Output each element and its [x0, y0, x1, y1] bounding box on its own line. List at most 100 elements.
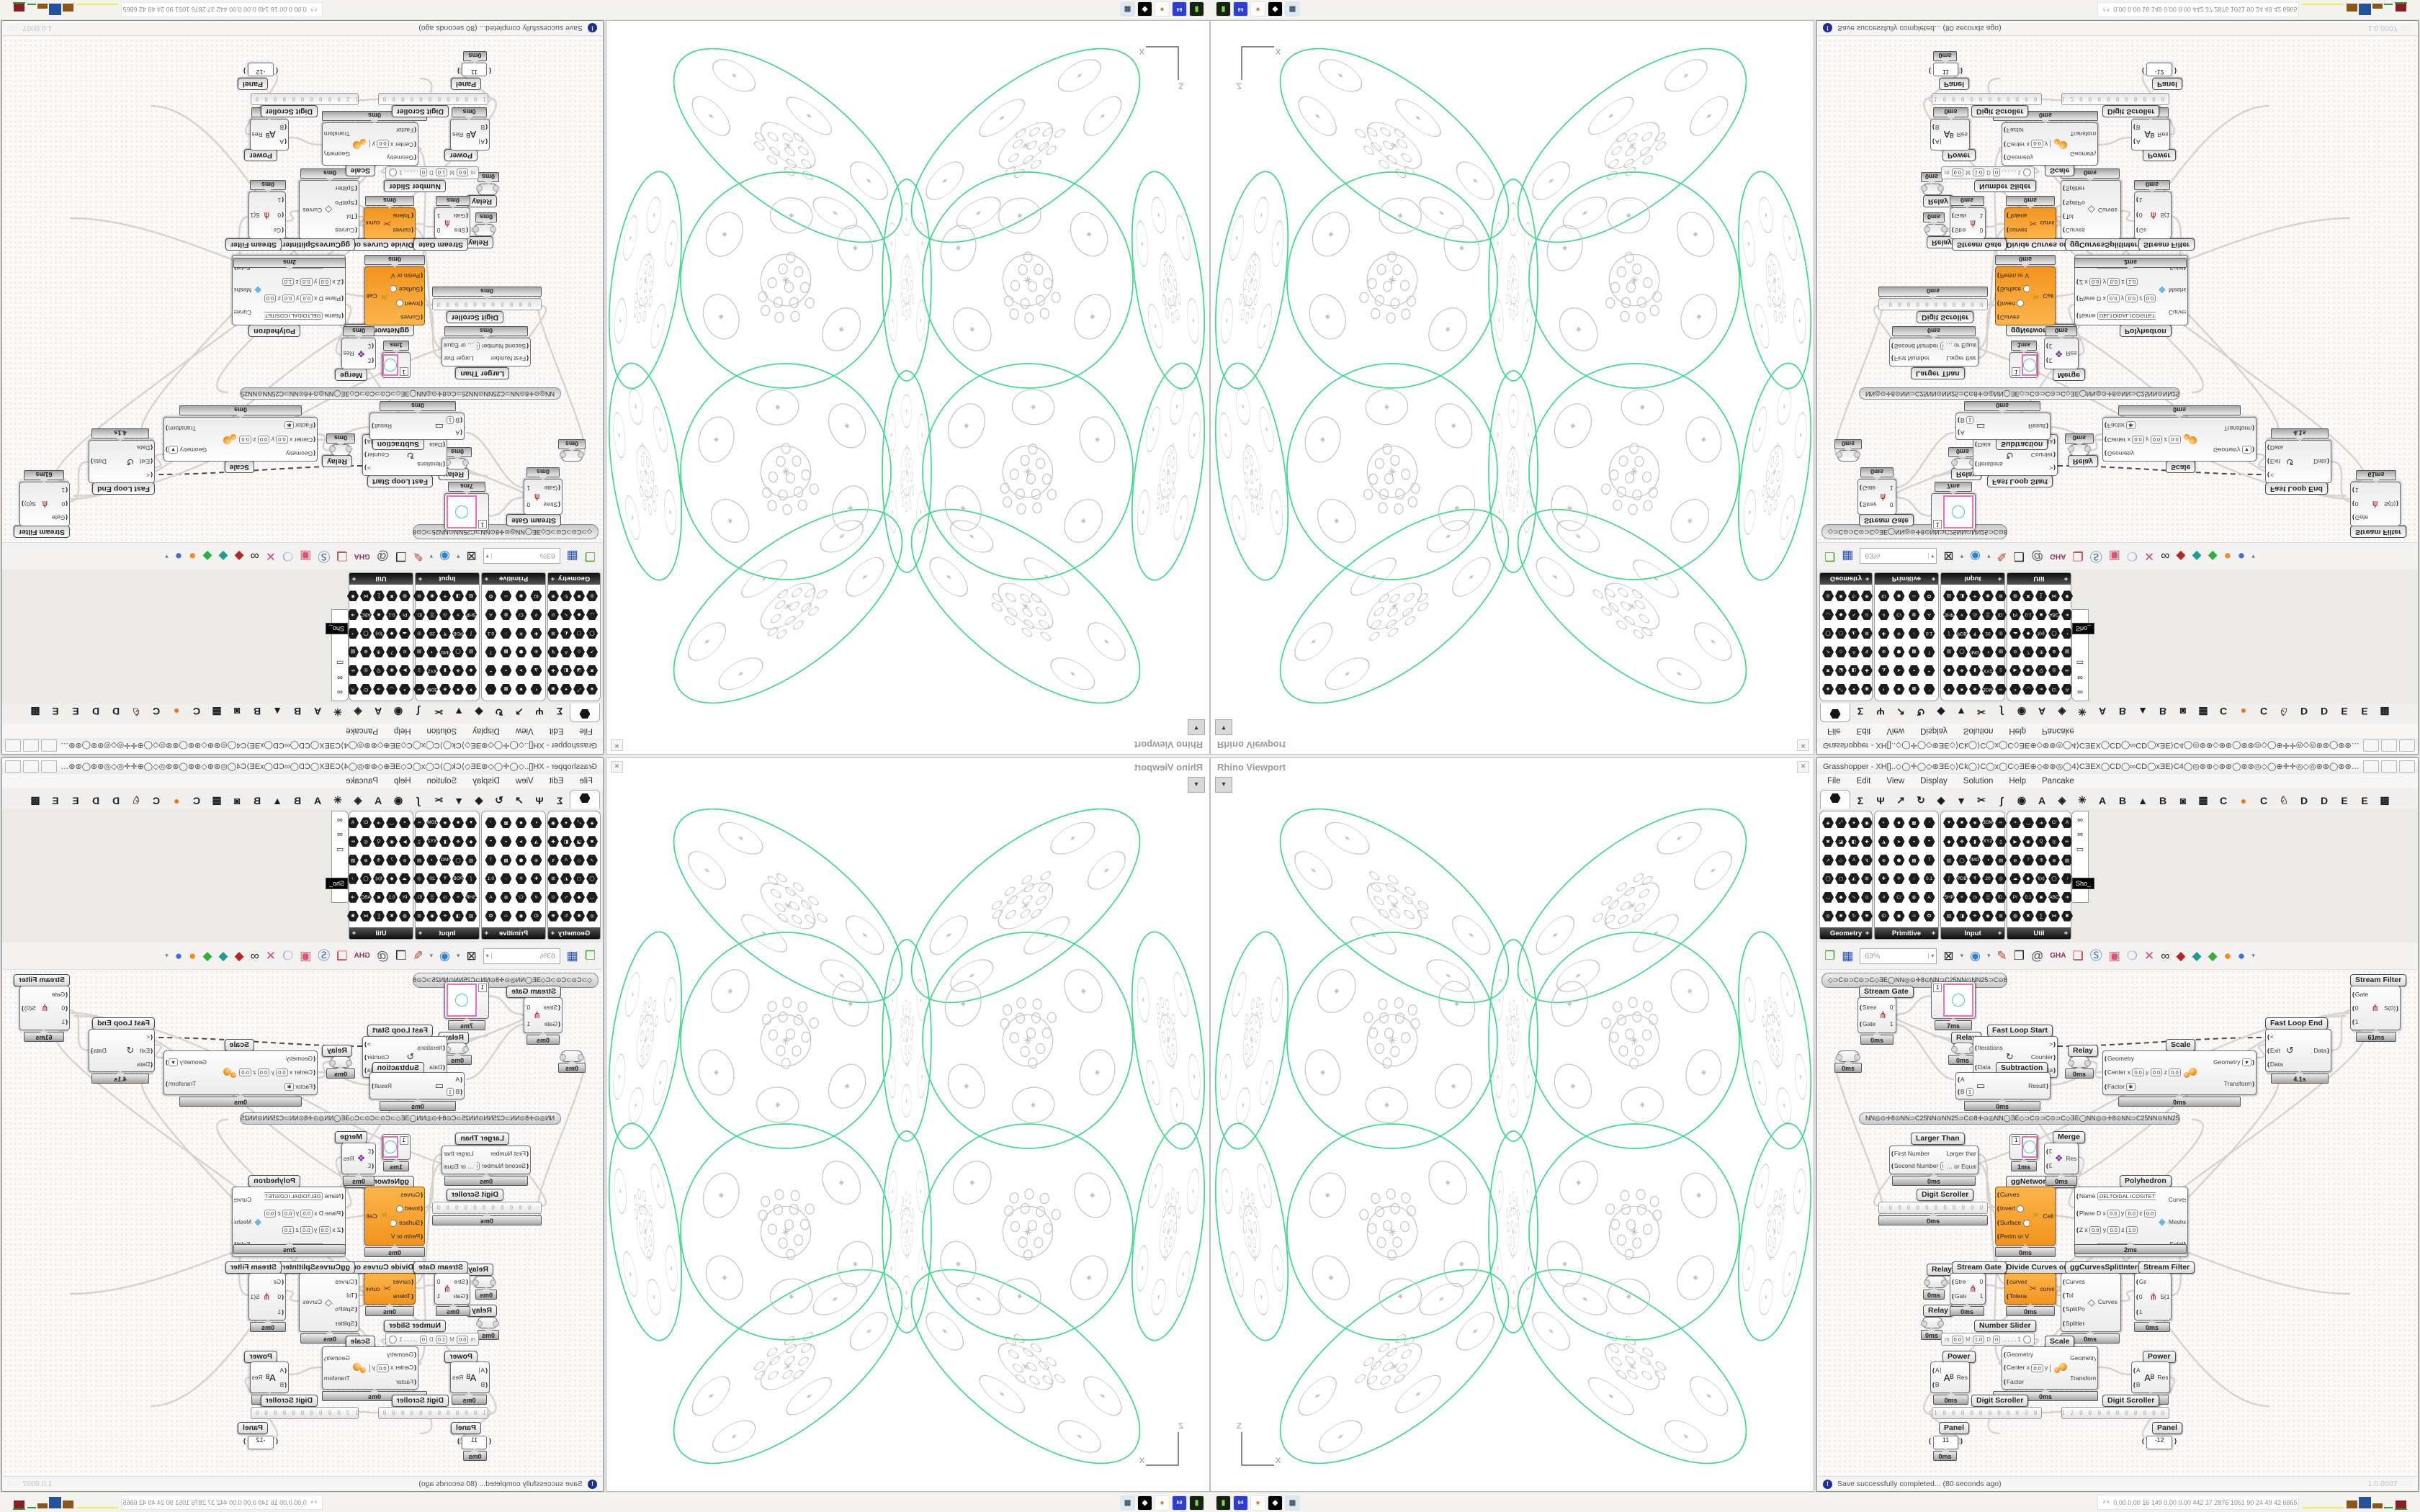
component-icon[interactable]: ▥ — [465, 855, 477, 865]
component-icon[interactable]: ◒ — [1908, 836, 1920, 847]
component-icon[interactable]: ↻ — [1848, 910, 1860, 922]
search-s-icon[interactable]: Ⓢ — [2089, 949, 2102, 963]
component-tab-17[interactable]: ◙ — [233, 706, 241, 717]
component-icon[interactable]: ✛ — [1969, 910, 1981, 922]
component-icon[interactable]: 7 — [485, 647, 497, 657]
component-icon[interactable]: ◯ — [360, 873, 372, 884]
balloon-icon[interactable]: ❍ — [282, 949, 294, 963]
component-icon[interactable]: ➤ — [516, 836, 527, 847]
input-port[interactable]: < — [2267, 1033, 2283, 1040]
component-icon[interactable]: A — [485, 609, 497, 620]
node-tag[interactable]: Relay — [1923, 1305, 1954, 1317]
glasses-icon[interactable]: ∞ — [2077, 688, 2083, 696]
component-icon[interactable]: ◙ — [2035, 609, 2047, 620]
input-port[interactable]: B 1 — [1958, 416, 1974, 424]
component-icon[interactable]: ▩ — [501, 647, 512, 657]
component-tab-8[interactable]: ∫ — [2000, 706, 2003, 717]
component-icon[interactable]: ∑ — [2035, 590, 2047, 601]
component-icon[interactable]: ⤢ — [573, 817, 585, 828]
component-icon[interactable]: ▤ — [1995, 855, 2007, 866]
firefox-icon[interactable]: ● — [1250, 1495, 1265, 1511]
component-tab-5[interactable]: ◆ — [1937, 794, 1945, 806]
input-port[interactable]: curves — [393, 1278, 413, 1285]
component-icon[interactable]: ▶ — [399, 665, 411, 676]
node-tag[interactable]: Scale — [224, 461, 254, 473]
output-port[interactable]: Larger than — [444, 1150, 474, 1157]
digit-scroller-node[interactable]: -1 2 0 0 0 0 0 0 0 0 0 0 — [251, 93, 359, 105]
component-icon[interactable]: ▒ — [426, 892, 438, 903]
glasses-icon[interactable]: ▭ — [2076, 845, 2084, 854]
component-icon[interactable]: ◉ — [1982, 910, 1994, 922]
relay-node[interactable] — [1922, 184, 1942, 195]
component-icon[interactable]: 3DM — [426, 684, 438, 695]
input-port[interactable]: Stream — [544, 1004, 560, 1011]
relay-pink-node[interactable]: 1 — [444, 981, 489, 1019]
component-icon[interactable]: ▦ — [501, 817, 512, 828]
component-tab-13[interactable]: A — [2098, 706, 2107, 717]
component-icon[interactable]: ▼ — [1943, 684, 1955, 695]
input-port[interactable]: Gate — [2136, 227, 2146, 234]
component-icon[interactable]: ⊙ — [547, 609, 559, 620]
node-tag[interactable]: Fast Loop Start — [367, 475, 433, 487]
component-icon[interactable]: C/ — [516, 609, 527, 620]
component-icon[interactable]: ⌓ — [501, 590, 512, 601]
input-port[interactable]: Second Number 0.0 > — [476, 1162, 529, 1171]
divide-cells-node[interactable]: CurvesInvert Surface Perim or Void ⚑Cell… — [364, 1187, 425, 1246]
box-display-icon[interactable]: ❒ — [2013, 949, 2025, 963]
component-icon[interactable]: ❈ — [1894, 628, 1905, 639]
component-icon[interactable]: ◌ — [501, 873, 512, 884]
input-port[interactable]: A 2 — [1932, 138, 1941, 145]
ball-orange-icon[interactable]: ● — [2223, 949, 2231, 963]
menu-item-view[interactable]: View — [1886, 726, 1905, 735]
larger-than-node[interactable]: First NumberSecond Number 0.0 >Larger th… — [442, 338, 531, 366]
input-port[interactable]: D1 — [2046, 1148, 2052, 1155]
component-icon[interactable]: ⬟ — [516, 647, 527, 657]
component-icon[interactable]: ↯ — [1861, 855, 1873, 866]
component-icon[interactable]: ✖ — [386, 911, 398, 922]
input-port[interactable]: Invert — [391, 300, 423, 307]
component-icon[interactable]: C/ — [2048, 817, 2060, 829]
input-port[interactable]: D2 — [368, 1162, 374, 1169]
floppy-save-icon[interactable]: 64 — [1233, 1, 1248, 17]
balloon-icon[interactable]: ❍ — [282, 549, 294, 563]
component-icon[interactable]: ◆ — [465, 665, 477, 676]
resize-grip[interactable]: ∷∷ — [8, 24, 18, 32]
ball-blue-icon[interactable]: ● — [174, 949, 183, 963]
input-port[interactable]: SplitPoly — [335, 199, 357, 207]
glasses-icon[interactable]: ∞ — [2077, 830, 2083, 839]
output-port[interactable]: 0 — [1890, 502, 1894, 509]
component-icon[interactable]: ⋈ — [360, 911, 372, 922]
component-tab-11[interactable]: ◈ — [2058, 794, 2066, 806]
input-port[interactable]: < — [137, 472, 153, 479]
component-icon[interactable]: ✱ — [1835, 910, 1847, 922]
component-tab-23[interactable]: D — [2300, 795, 2308, 806]
open-definition-icon[interactable]: ❐ — [584, 549, 596, 563]
group-label-bar[interactable]: ◇⊃C⊙⊃C⊙⊃C◇ƎE◯ΝΝ◎⊙✛8⊙ΝΝ⊃C25ΝΝ⊙ΝΝ25⊃C⊙8✛⊙◎… — [413, 973, 599, 988]
caret-down-icon[interactable]: ▾ — [429, 952, 434, 959]
component-icon[interactable]: ⊙ — [1861, 609, 1873, 620]
component-icon[interactable]: ➤ — [1894, 665, 1905, 676]
component-icon[interactable]: ◆ — [386, 873, 398, 884]
component-icon[interactable]: ◔ — [1923, 817, 1935, 829]
component-icon[interactable]: ◔ — [485, 817, 497, 828]
value-chip[interactable]: 1.0 — [1972, 1335, 1985, 1344]
input-port[interactable]: Tolerance — [2007, 1292, 2027, 1300]
component-icon[interactable]: ▮ — [1969, 665, 1981, 676]
power-node[interactable]: A 2BAᴮResult — [1930, 119, 1970, 150]
output-port[interactable]: Counter — [364, 451, 389, 459]
value-chip[interactable]: 0.0 — [1951, 168, 1964, 177]
output-port[interactable]: Result — [2157, 1374, 2168, 1381]
input-port[interactable]: A 2 — [2133, 1367, 2141, 1374]
node-tag[interactable]: Panel — [1939, 78, 1970, 90]
component-icon[interactable]: ◎ — [1822, 910, 1834, 922]
component-icon[interactable]: ◑ — [1982, 647, 1994, 657]
component-icon[interactable]: ⊘ — [2009, 647, 2021, 657]
caret-down-icon[interactable]: ▾ — [429, 553, 434, 560]
node-tag[interactable]: Stream Gate — [1952, 238, 2007, 251]
component-icon[interactable]: ABC — [2048, 609, 2060, 620]
menu-item-edit[interactable]: Edit — [1856, 777, 1871, 786]
component-icon[interactable]: ◉ — [2022, 836, 2034, 847]
component-tab-22[interactable]: ♘ — [131, 794, 141, 806]
